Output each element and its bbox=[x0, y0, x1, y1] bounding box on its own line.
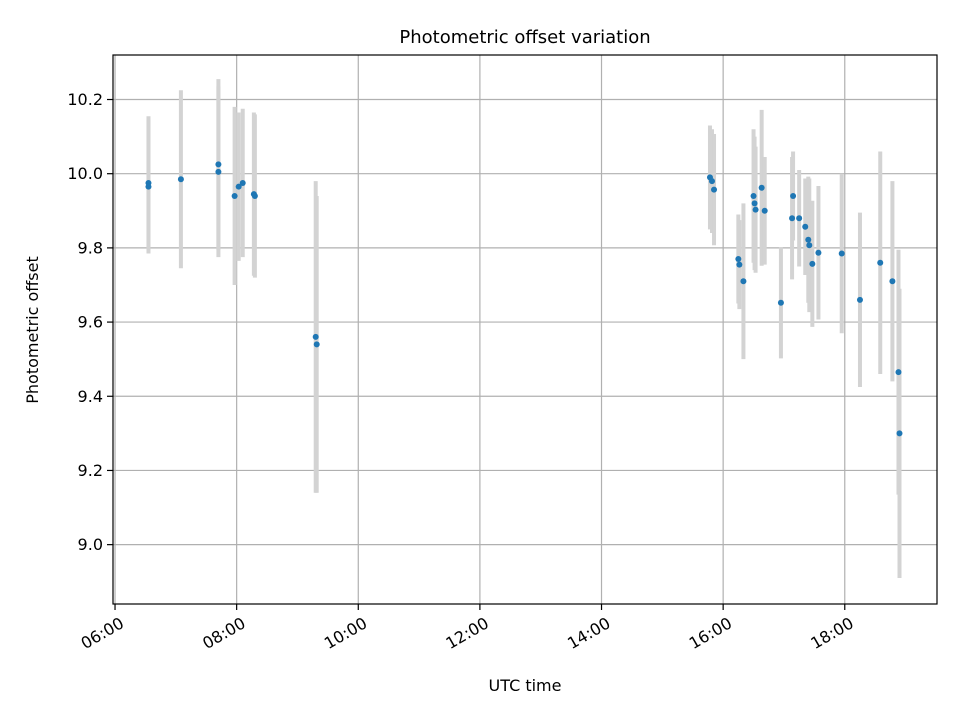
data-point bbox=[761, 207, 768, 214]
data-point bbox=[796, 215, 803, 222]
data-point bbox=[752, 206, 759, 213]
y-tick-label: 9.6 bbox=[78, 313, 103, 332]
data-point bbox=[809, 260, 816, 267]
data-point bbox=[239, 179, 246, 186]
data-point bbox=[751, 200, 758, 207]
data-point bbox=[877, 259, 884, 266]
data-points bbox=[145, 161, 903, 437]
plot-frame bbox=[112, 54, 938, 605]
y-tick-label: 10.2 bbox=[67, 90, 103, 109]
data-point bbox=[789, 215, 796, 222]
data-point bbox=[838, 250, 845, 257]
y-tick-label: 10.0 bbox=[67, 164, 103, 183]
error-bars bbox=[146, 79, 902, 579]
data-point bbox=[711, 186, 718, 193]
data-point bbox=[750, 192, 757, 199]
data-point bbox=[777, 299, 784, 306]
y-tick-label: 9.4 bbox=[78, 387, 103, 406]
data-point bbox=[856, 296, 863, 303]
x-tick-label: 06:00 bbox=[78, 613, 127, 653]
data-point bbox=[235, 183, 242, 190]
x-tick-label: 12:00 bbox=[442, 613, 491, 653]
y-tick-label: 9.2 bbox=[78, 461, 103, 480]
data-point bbox=[758, 184, 765, 191]
data-point bbox=[736, 261, 743, 268]
data-point bbox=[215, 168, 222, 175]
chart-title: Photometric offset variation bbox=[399, 27, 650, 48]
x-tick-label: 10:00 bbox=[321, 613, 370, 653]
y-tick-label: 9.8 bbox=[78, 238, 103, 257]
data-point bbox=[805, 236, 812, 243]
y-axis-label: Photometric offset bbox=[23, 256, 42, 404]
data-point bbox=[735, 256, 742, 263]
data-point bbox=[231, 192, 238, 199]
x-tick-label: 16:00 bbox=[686, 613, 735, 653]
data-point bbox=[896, 430, 903, 437]
axis-ticks: 06:00 08:00 10:00 12:00 14:00 16:00 18:00 9.0 9.… bbox=[67, 90, 856, 653]
data-point bbox=[708, 178, 715, 185]
data-point bbox=[806, 242, 813, 249]
data-point bbox=[251, 192, 258, 199]
data-point bbox=[889, 278, 896, 285]
y-tick-label: 9.0 bbox=[78, 535, 103, 554]
data-point bbox=[312, 333, 319, 340]
x-tick-label: 18:00 bbox=[807, 613, 856, 653]
data-point bbox=[215, 161, 222, 168]
data-point bbox=[790, 192, 797, 199]
data-point bbox=[802, 223, 809, 230]
data-point bbox=[815, 249, 822, 256]
data-point bbox=[313, 341, 320, 348]
data-point bbox=[895, 369, 902, 376]
x-tick-label: 08:00 bbox=[199, 613, 248, 653]
data-point bbox=[177, 176, 184, 183]
data-point bbox=[740, 278, 747, 285]
x-axis-label: UTC time bbox=[489, 676, 562, 695]
x-tick-label: 14:00 bbox=[564, 613, 613, 653]
data-point bbox=[145, 183, 152, 190]
